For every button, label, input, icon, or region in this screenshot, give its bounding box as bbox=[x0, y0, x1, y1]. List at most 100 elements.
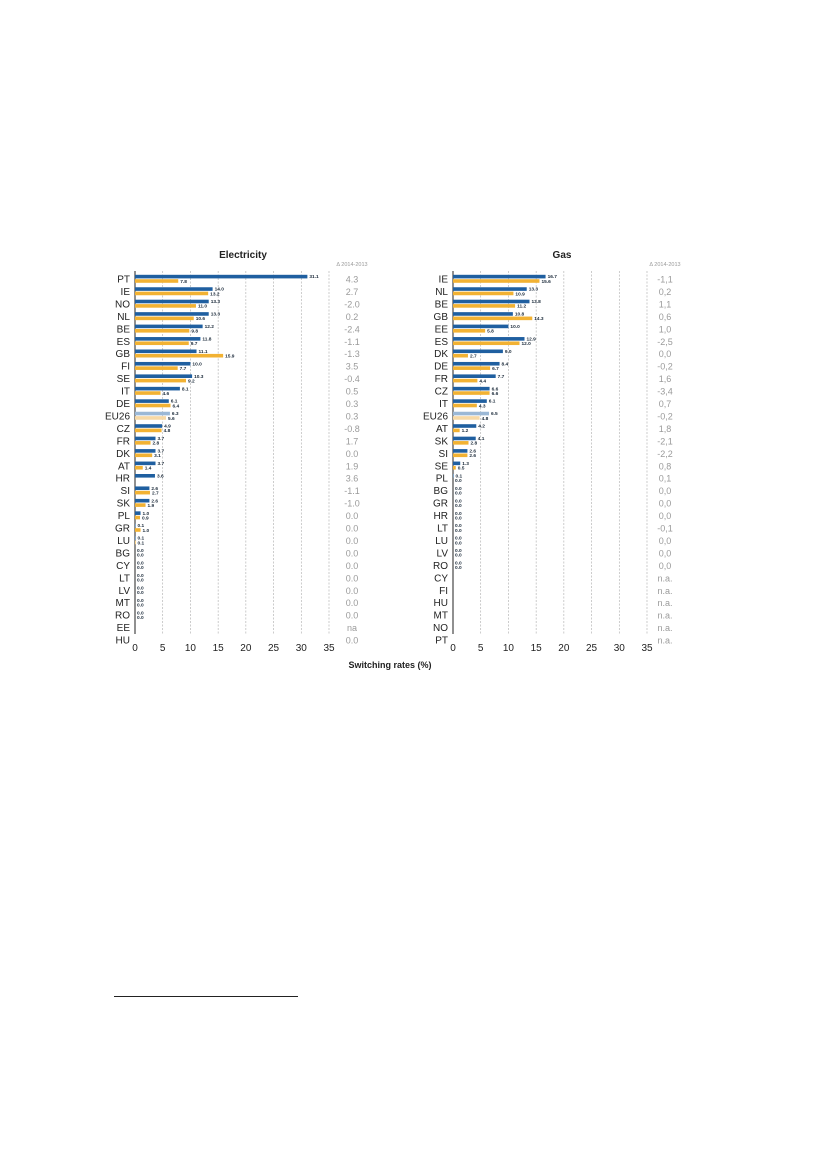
delta-value-0-11: 0.3 bbox=[346, 411, 359, 421]
data-label-0-7-1: 7.7 bbox=[180, 366, 187, 372]
delta-value-1-7: -0,2 bbox=[657, 362, 673, 372]
data-label-0-26-1: 0.0 bbox=[137, 603, 144, 609]
data-label-1-6-1: 2.7 bbox=[470, 354, 477, 360]
category-label-0-5: ES bbox=[117, 337, 131, 348]
delta-value-0-8: -0.4 bbox=[344, 374, 360, 384]
data-label-1-8-1: 4.4 bbox=[479, 378, 486, 384]
x-tick-label-1-6: 30 bbox=[614, 643, 626, 654]
footnote-separator bbox=[114, 996, 298, 997]
data-label-1-20-0: 0.0 bbox=[455, 523, 462, 529]
data-label-1-12-1: 1.2 bbox=[462, 428, 469, 434]
x-tick-label-0-0: 0 bbox=[132, 643, 138, 654]
bar-1-4-0 bbox=[453, 324, 509, 329]
data-label-1-9-1: 6.6 bbox=[492, 391, 499, 397]
bar-0-10-0 bbox=[135, 399, 169, 403]
category-label-1-16: PL bbox=[436, 474, 449, 485]
bar-1-0-1 bbox=[453, 279, 540, 283]
delta-value-0-12: -0.8 bbox=[344, 424, 360, 434]
data-label-0-0-0: 31.1 bbox=[309, 274, 319, 280]
data-label-0-1-0: 14.0 bbox=[215, 287, 225, 293]
category-label-1-20: LT bbox=[437, 524, 448, 535]
x-tick-label-0-3: 15 bbox=[213, 643, 225, 654]
bar-1-1-0 bbox=[453, 287, 527, 291]
category-label-1-4: EE bbox=[435, 324, 449, 335]
chart-title-1: Gas bbox=[553, 250, 572, 261]
category-label-0-11: EU26 bbox=[105, 411, 130, 422]
data-label-0-3-1: 10.6 bbox=[196, 316, 206, 322]
bar-1-5-1 bbox=[453, 341, 520, 346]
delta-value-0-5: -1.1 bbox=[344, 337, 360, 347]
category-label-0-24: LT bbox=[119, 573, 130, 584]
data-label-1-6-0: 9.0 bbox=[505, 349, 512, 355]
data-label-0-14-0: 3.7 bbox=[158, 449, 165, 455]
bar-0-6-0 bbox=[135, 349, 197, 354]
delta-value-0-4: -2.4 bbox=[344, 324, 360, 334]
category-label-1-1: NL bbox=[435, 287, 448, 298]
category-label-0-18: SK bbox=[117, 499, 131, 510]
data-label-0-8-0: 10.3 bbox=[194, 374, 204, 380]
delta-header-0: Δ 2014-2013 bbox=[336, 262, 367, 268]
category-label-0-21: LU bbox=[117, 536, 130, 547]
delta-value-1-29: n.a. bbox=[657, 636, 672, 646]
x-tick-label-0-5: 25 bbox=[268, 643, 280, 654]
bar-1-7-0 bbox=[453, 361, 500, 366]
delta-value-1-1: 0,2 bbox=[659, 287, 672, 297]
category-label-1-24: CY bbox=[434, 573, 448, 584]
bar-1-14-1 bbox=[453, 453, 468, 458]
data-label-0-12-0: 4.9 bbox=[164, 424, 171, 430]
category-label-1-5: ES bbox=[435, 337, 449, 348]
category-label-1-26: HU bbox=[434, 598, 448, 609]
bar-0-19-1 bbox=[135, 515, 140, 520]
x-tick-label-1-3: 15 bbox=[531, 643, 543, 654]
bar-1-13-0 bbox=[453, 436, 476, 441]
bar-0-3-0 bbox=[135, 312, 209, 316]
bar-1-12-0 bbox=[453, 424, 477, 428]
data-label-0-5-0: 11.8 bbox=[202, 336, 211, 342]
data-label-0-17-1: 2.7 bbox=[152, 490, 159, 496]
delta-value-0-28: na bbox=[347, 623, 357, 633]
bar-0-2-0 bbox=[135, 299, 209, 304]
bar-1-6-1 bbox=[453, 353, 468, 358]
data-label-0-19-1: 0.9 bbox=[142, 515, 149, 521]
x-axis-label: Switching rates (%) bbox=[348, 660, 431, 670]
delta-value-0-9: 0.5 bbox=[346, 387, 359, 397]
delta-value-0-25: 0.0 bbox=[346, 586, 359, 596]
bar-0-12-1 bbox=[135, 428, 162, 433]
delta-value-1-8: 1,6 bbox=[659, 374, 672, 384]
data-label-0-6-1: 15.9 bbox=[225, 354, 235, 360]
category-label-1-29: PT bbox=[435, 636, 448, 647]
bar-0-1-0 bbox=[135, 287, 213, 291]
category-label-0-26: MT bbox=[116, 598, 130, 609]
delta-value-1-12: 1,8 bbox=[659, 424, 672, 434]
data-label-1-3-1: 14.3 bbox=[534, 316, 544, 322]
category-label-0-13: FR bbox=[117, 436, 130, 447]
bar-0-18-1 bbox=[135, 503, 146, 507]
category-label-1-9: CZ bbox=[435, 387, 448, 398]
bar-0-0-1 bbox=[135, 279, 179, 283]
bar-0-17-1 bbox=[135, 490, 150, 495]
bar-0-12-0 bbox=[135, 424, 163, 428]
data-label-1-20-1: 0.0 bbox=[455, 528, 462, 534]
data-label-1-13-1: 2.8 bbox=[471, 441, 478, 447]
bar-0-9-0 bbox=[135, 386, 180, 391]
bar-0-11-1 bbox=[135, 416, 167, 420]
bar-0-21-0 bbox=[135, 536, 136, 540]
data-label-1-16-1: 0.0 bbox=[455, 478, 462, 484]
delta-value-1-18: 0,0 bbox=[659, 499, 672, 509]
category-label-1-28: NO bbox=[433, 623, 448, 634]
bar-0-14-1 bbox=[135, 453, 153, 458]
data-label-1-19-0: 0.0 bbox=[455, 511, 462, 517]
category-label-1-2: BE bbox=[435, 299, 449, 310]
bar-0-20-1 bbox=[135, 528, 141, 532]
bar-1-0-0 bbox=[453, 274, 546, 279]
delta-value-0-27: 0.0 bbox=[346, 611, 359, 621]
delta-value-0-22: 0.0 bbox=[346, 548, 359, 558]
data-label-1-1-0: 13.3 bbox=[529, 287, 539, 293]
delta-value-0-15: 1.9 bbox=[346, 461, 359, 471]
data-label-0-11-0: 6.3 bbox=[172, 411, 179, 417]
bar-1-7-1 bbox=[453, 366, 491, 370]
category-label-0-12: CZ bbox=[117, 424, 130, 435]
bar-0-6-1 bbox=[135, 353, 224, 358]
data-label-1-23-1: 0.0 bbox=[455, 565, 462, 571]
